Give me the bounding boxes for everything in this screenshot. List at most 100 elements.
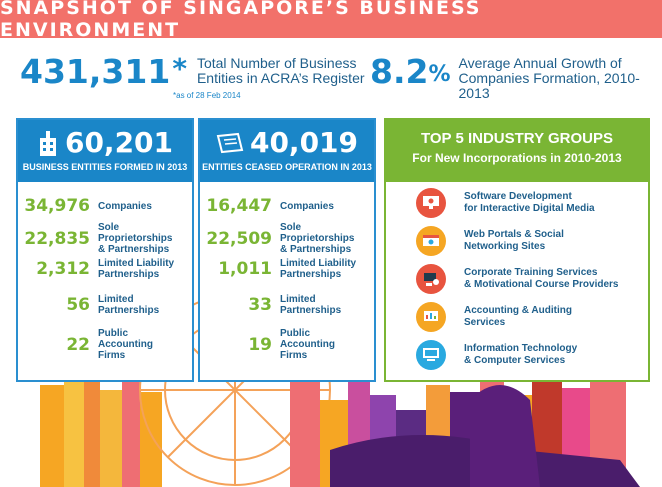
stat-label-line: Limited — [280, 294, 316, 305]
stat-label: Companies — [280, 201, 372, 212]
stat-value: 34,976 — [24, 196, 90, 216]
stat-label: Public Accounting Firms — [98, 328, 190, 361]
stat-label-line: Companies — [280, 200, 334, 212]
stat-label: Public Accounting Firms — [280, 328, 372, 361]
industry-label: Accounting & Auditing — [464, 305, 572, 316]
list-item: Information Technology & Computer Service… — [416, 340, 654, 370]
top-industry-groups-title: TOP 5 INDUSTRY GROUPS — [421, 130, 613, 147]
list-item: 56 Limited Partnerships — [18, 294, 192, 316]
list-item: 22,509 Sole Proprietorships & Partnership… — [200, 222, 374, 255]
top-industry-groups-subtitle: For New Incorporations in 2010-2013 — [412, 151, 622, 165]
total-entities-label-line2: Entities in ACRA’s Register — [196, 70, 365, 86]
page-title: SNAPSHOT OF SINGAPORE’S BUSINESS ENVIRON… — [0, 0, 482, 41]
computer-icon — [416, 340, 446, 370]
stat-label-line: Public — [98, 328, 129, 339]
stat-label-line: & Partnerships — [98, 244, 170, 255]
stat-label: Limited Partnerships — [280, 294, 372, 316]
growth-value: 8.2 — [370, 52, 429, 91]
entities-ceased-value: 40,019 — [249, 126, 359, 159]
list-item: 19 Public Accounting Firms — [200, 328, 374, 361]
stat-label-line: Public — [280, 328, 311, 339]
stat-label-line: Partnerships — [280, 269, 342, 280]
document-icon — [216, 132, 244, 153]
list-item: Web Portals & Social Networking Sites — [416, 226, 654, 256]
building-icon — [39, 130, 56, 156]
entities-formed-value: 60,201 — [64, 126, 174, 159]
page-title-banner: SNAPSHOT OF SINGAPORE’S BUSINESS ENVIRON… — [0, 0, 662, 41]
stat-label-line: Partnerships — [98, 269, 160, 280]
list-item: 2,312 Limited Liability Partnerships — [18, 258, 192, 280]
stat-label: Sole Proprietorships & Partnerships — [98, 222, 190, 255]
stat-label-line: Partnerships — [98, 305, 160, 316]
as-of-note: *as of 28 Feb 2014 — [173, 91, 241, 100]
list-item: 22 Public Accounting Firms — [18, 328, 192, 361]
stat-label-line: Firms — [98, 350, 126, 361]
list-item: 34,976 Companies — [18, 196, 192, 216]
accounting-icon — [416, 302, 446, 332]
stat-label-line: Accounting — [98, 339, 153, 350]
growth-unit: % — [428, 62, 451, 87]
entities-ceased-header: 40,019 ENTITIES CEASED OPERATION IN 2013 — [200, 120, 374, 182]
list-item: Accounting & Auditing Services — [416, 302, 654, 332]
stat-label: Limited Partnerships — [98, 294, 190, 316]
entities-formed-box: 60,201 BUSINESS ENTITIES FORMED IN 2013 … — [16, 118, 194, 382]
stat-label-line: Partnerships — [280, 305, 342, 316]
growth-label-line2: Companies Formation, 2010-2013 — [458, 70, 640, 101]
top-industry-groups-header: TOP 5 INDUSTRY GROUPS For New Incorporat… — [386, 120, 648, 182]
entities-formed-header: 60,201 BUSINESS ENTITIES FORMED IN 2013 — [18, 120, 192, 182]
list-item: 16,447 Companies — [200, 196, 374, 216]
stat-label-line: Limited — [98, 294, 134, 305]
stat-label: Limited Liability Partnerships — [280, 258, 372, 280]
stat-label-line: Firms — [280, 350, 308, 361]
stat-label: Sole Proprietorships & Partnerships — [280, 222, 372, 255]
stat-value: 22,835 — [24, 228, 90, 249]
industry-label: for Interactive Digital Media — [464, 203, 595, 214]
list-item: 1,011 Limited Liability Partnerships — [200, 258, 374, 280]
stat-label-line: Sole Proprietorships — [98, 222, 173, 244]
stat-label-line: Limited Liability — [98, 258, 175, 269]
industry-label: & Motivational Course Providers — [464, 279, 619, 290]
industry-label: & Computer Services — [464, 355, 566, 366]
list-item: Software Development for Interactive Digi… — [416, 188, 654, 218]
entities-ceased-box: 40,019 ENTITIES CEASED OPERATION IN 2013… — [198, 118, 376, 382]
list-item: Corporate Training Services & Motivationa… — [416, 264, 654, 294]
growth-stat: 8.2 % Average Annual Growth of Companies… — [370, 52, 662, 101]
industry-label: Networking Sites — [464, 241, 546, 252]
stat-value: 16,447 — [206, 196, 272, 216]
monitor-media-icon — [416, 188, 446, 218]
growth-label-line1: Average Annual Growth of — [458, 55, 622, 71]
stat-label-line: & Partnerships — [280, 244, 352, 255]
industry-label: Web Portals & Social — [464, 229, 564, 240]
stat-label-line: Limited Liability — [280, 258, 357, 269]
stat-value: 22,509 — [206, 228, 272, 249]
stat-value: 33 — [248, 295, 272, 315]
list-item: 22,835 Sole Proprietorships & Partnership… — [18, 222, 192, 255]
industry-label: Information Technology — [464, 343, 578, 354]
stat-label: Limited Liability Partnerships — [98, 258, 190, 280]
industry-label: Services — [464, 317, 506, 328]
entities-ceased-subtitle: ENTITIES CEASED OPERATION IN 2013 — [202, 162, 372, 172]
total-entities-value: 431,311 — [20, 52, 171, 91]
entities-formed-subtitle: BUSINESS ENTITIES FORMED IN 2013 — [22, 162, 188, 172]
industry-label: Software Development — [464, 191, 572, 202]
total-entities-label: Total Number of Business Entities in ACR… — [197, 56, 365, 86]
list-item: 33 Limited Partnerships — [200, 294, 374, 316]
stat-label-line: Accounting — [280, 339, 335, 350]
industry-label: Corporate Training Services — [464, 267, 598, 278]
stat-label: Companies — [98, 201, 190, 212]
total-entities-stat: 431,311 * Total Number of Business Entit… — [20, 52, 365, 91]
stat-value: 56 — [66, 295, 90, 315]
stat-value: 19 — [248, 334, 272, 355]
top-industry-groups-box: TOP 5 INDUSTRY GROUPS For New Incorporat… — [384, 118, 650, 382]
stat-label-line: Sole Proprietorships — [280, 222, 355, 244]
stat-value: 22 — [66, 334, 90, 355]
training-icon — [416, 264, 446, 294]
total-entities-label-line1: Total Number of Business — [196, 55, 357, 71]
stat-value: 2,312 — [36, 259, 90, 279]
growth-label: Average Annual Growth of Companies Forma… — [459, 56, 662, 101]
stat-value: 1,011 — [218, 259, 272, 279]
web-portal-icon — [416, 226, 446, 256]
total-entities-asterisk: * — [172, 52, 187, 85]
stat-label-line: Companies — [98, 200, 152, 212]
